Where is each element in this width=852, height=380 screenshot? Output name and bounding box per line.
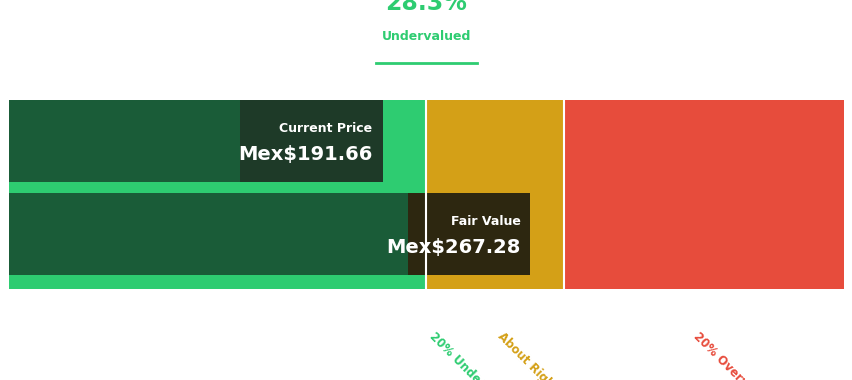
Text: Undervalued: Undervalued [382,30,470,43]
Text: Mex$267.28: Mex$267.28 [386,238,521,257]
Bar [426,100,564,289]
Bar [9,100,382,182]
Text: Fair Value: Fair Value [451,215,521,228]
Bar [9,100,426,289]
Bar [564,100,843,289]
Text: Current Price: Current Price [279,122,371,135]
Text: Mex$191.66: Mex$191.66 [238,145,371,164]
Bar [239,100,383,182]
Text: 20% Overvalued: 20% Overvalued [689,330,775,380]
Text: About Right: About Right [495,330,560,380]
Bar [9,193,529,275]
Text: 20% Undervalued: 20% Undervalued [426,330,517,380]
Bar [407,193,530,275]
Text: 28.3%: 28.3% [385,0,467,15]
